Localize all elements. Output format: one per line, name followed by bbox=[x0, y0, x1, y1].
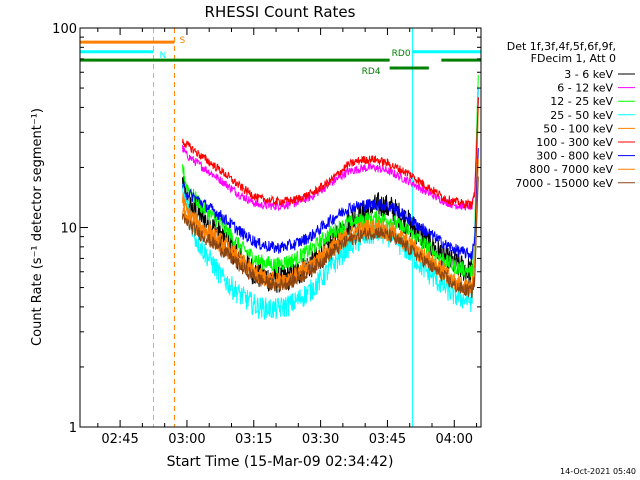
series-line-8 bbox=[182, 176, 479, 299]
status-bar-label-1: N bbox=[160, 51, 167, 61]
x-tick-label-1: 03:00 bbox=[168, 432, 205, 447]
x-axis-label: Start Time (15-Mar-09 02:34:42) bbox=[167, 454, 394, 470]
x-tick-label-2: 03:15 bbox=[235, 432, 272, 447]
legend-header-1: FDecim 1, Att 0 bbox=[531, 52, 616, 65]
status-bar-label-3: RD4 bbox=[362, 67, 381, 77]
y-axis-ticks: 1 10 100 bbox=[52, 22, 481, 436]
legend: Det 1f,3f,4f,5f,6f,9f,FDecim 1, Att 0 3 -… bbox=[507, 40, 635, 190]
legend-header-0: Det 1f,3f,4f,5f,6f,9f, bbox=[507, 40, 616, 53]
legend-label-5: 100 - 300 keV bbox=[536, 136, 613, 149]
x-tick-label-4: 03:45 bbox=[369, 432, 406, 447]
y-axis-label: Count Rate (s⁻¹ detector segment⁻¹) bbox=[30, 108, 45, 346]
y-tick-label-2: 100 bbox=[52, 22, 77, 37]
legend-label-8: 7000 - 15000 keV bbox=[515, 177, 613, 190]
x-tick-label-3: 03:30 bbox=[302, 432, 339, 447]
y-tick-label-1: 10 bbox=[60, 222, 77, 237]
status-bar-label-2: RD0 bbox=[392, 49, 411, 59]
legend-label-4: 50 - 100 keV bbox=[543, 122, 613, 135]
legend-label-0: 3 - 6 keV bbox=[564, 68, 613, 81]
legend-label-2: 12 - 25 keV bbox=[550, 95, 613, 108]
legend-label-3: 25 - 50 keV bbox=[550, 109, 613, 122]
series-lines bbox=[182, 75, 479, 320]
series-line-3 bbox=[182, 88, 479, 320]
series-line-6 bbox=[182, 148, 479, 261]
x-axis-ticks: 02:45 03:00 03:15 03:30 03:45 04:00 bbox=[97, 28, 478, 447]
chart-title: RHESSI Count Rates bbox=[205, 3, 356, 21]
series-line-5 bbox=[182, 97, 479, 210]
legend-label-1: 6 - 12 keV bbox=[557, 82, 613, 95]
series-line-2 bbox=[182, 75, 479, 280]
status-bar-label-0: S bbox=[179, 36, 185, 46]
x-tick-label-0: 02:45 bbox=[101, 432, 138, 447]
x-tick-label-5: 04:00 bbox=[436, 432, 473, 447]
y-tick-label-0: 1 bbox=[69, 421, 77, 436]
footer-timestamp: 14-Oct-2021 05:40 bbox=[560, 467, 636, 476]
status-bars: S N RD0 RD4 bbox=[80, 36, 481, 77]
legend-label-7: 800 - 7000 keV bbox=[529, 163, 613, 176]
legend-label-6: 300 - 800 keV bbox=[536, 150, 613, 163]
